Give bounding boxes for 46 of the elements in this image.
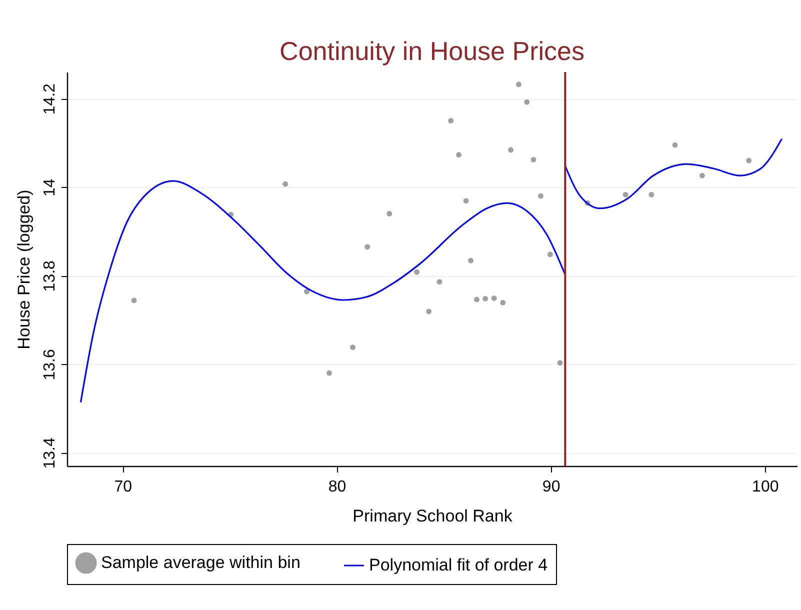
- y-tick-label: 13.4: [42, 438, 58, 469]
- line-series: [564, 138, 783, 210]
- point: [436, 279, 442, 285]
- point: [426, 308, 432, 314]
- point: [557, 360, 563, 366]
- y-tick-label: 13.6: [42, 349, 58, 380]
- point: [468, 258, 474, 264]
- point: [350, 344, 356, 350]
- point: [491, 295, 497, 301]
- point: [482, 296, 488, 302]
- point: [530, 156, 536, 162]
- point: [746, 158, 752, 164]
- point: [699, 172, 705, 178]
- point: [456, 152, 462, 158]
- y-tick-label: 14: [42, 178, 58, 196]
- point: [672, 142, 678, 148]
- x-tick-label: 100: [752, 478, 779, 496]
- point: [463, 198, 469, 204]
- point: [386, 210, 392, 216]
- x-tick-label: 70: [114, 478, 132, 496]
- point: [448, 118, 454, 124]
- point: [326, 370, 332, 376]
- point: [547, 252, 553, 258]
- point: [538, 193, 544, 199]
- point: [131, 298, 137, 304]
- point: [524, 99, 530, 105]
- legend-label: Sample average within bin: [101, 553, 300, 572]
- point: [622, 192, 628, 198]
- x-tick-label: 90: [542, 478, 560, 496]
- point: [500, 300, 506, 306]
- y-tick-label: 14.2: [42, 83, 58, 115]
- y-tick-label: 13.8: [42, 260, 58, 292]
- point: [414, 269, 420, 275]
- point: [508, 147, 514, 153]
- line-series: [80, 180, 566, 404]
- point: [304, 288, 310, 294]
- y-axis-title: House Price (logged): [14, 190, 34, 350]
- point: [364, 244, 370, 250]
- point: [474, 296, 480, 302]
- legend-label: Polynomial fit of order 4: [369, 556, 548, 574]
- point: [648, 192, 654, 198]
- chart-title: Continuity in House Prices: [280, 36, 584, 66]
- point: [282, 181, 288, 187]
- x-tick-label: 80: [328, 478, 346, 496]
- point: [516, 82, 522, 88]
- x-axis-title: Primary School Rank: [352, 506, 513, 526]
